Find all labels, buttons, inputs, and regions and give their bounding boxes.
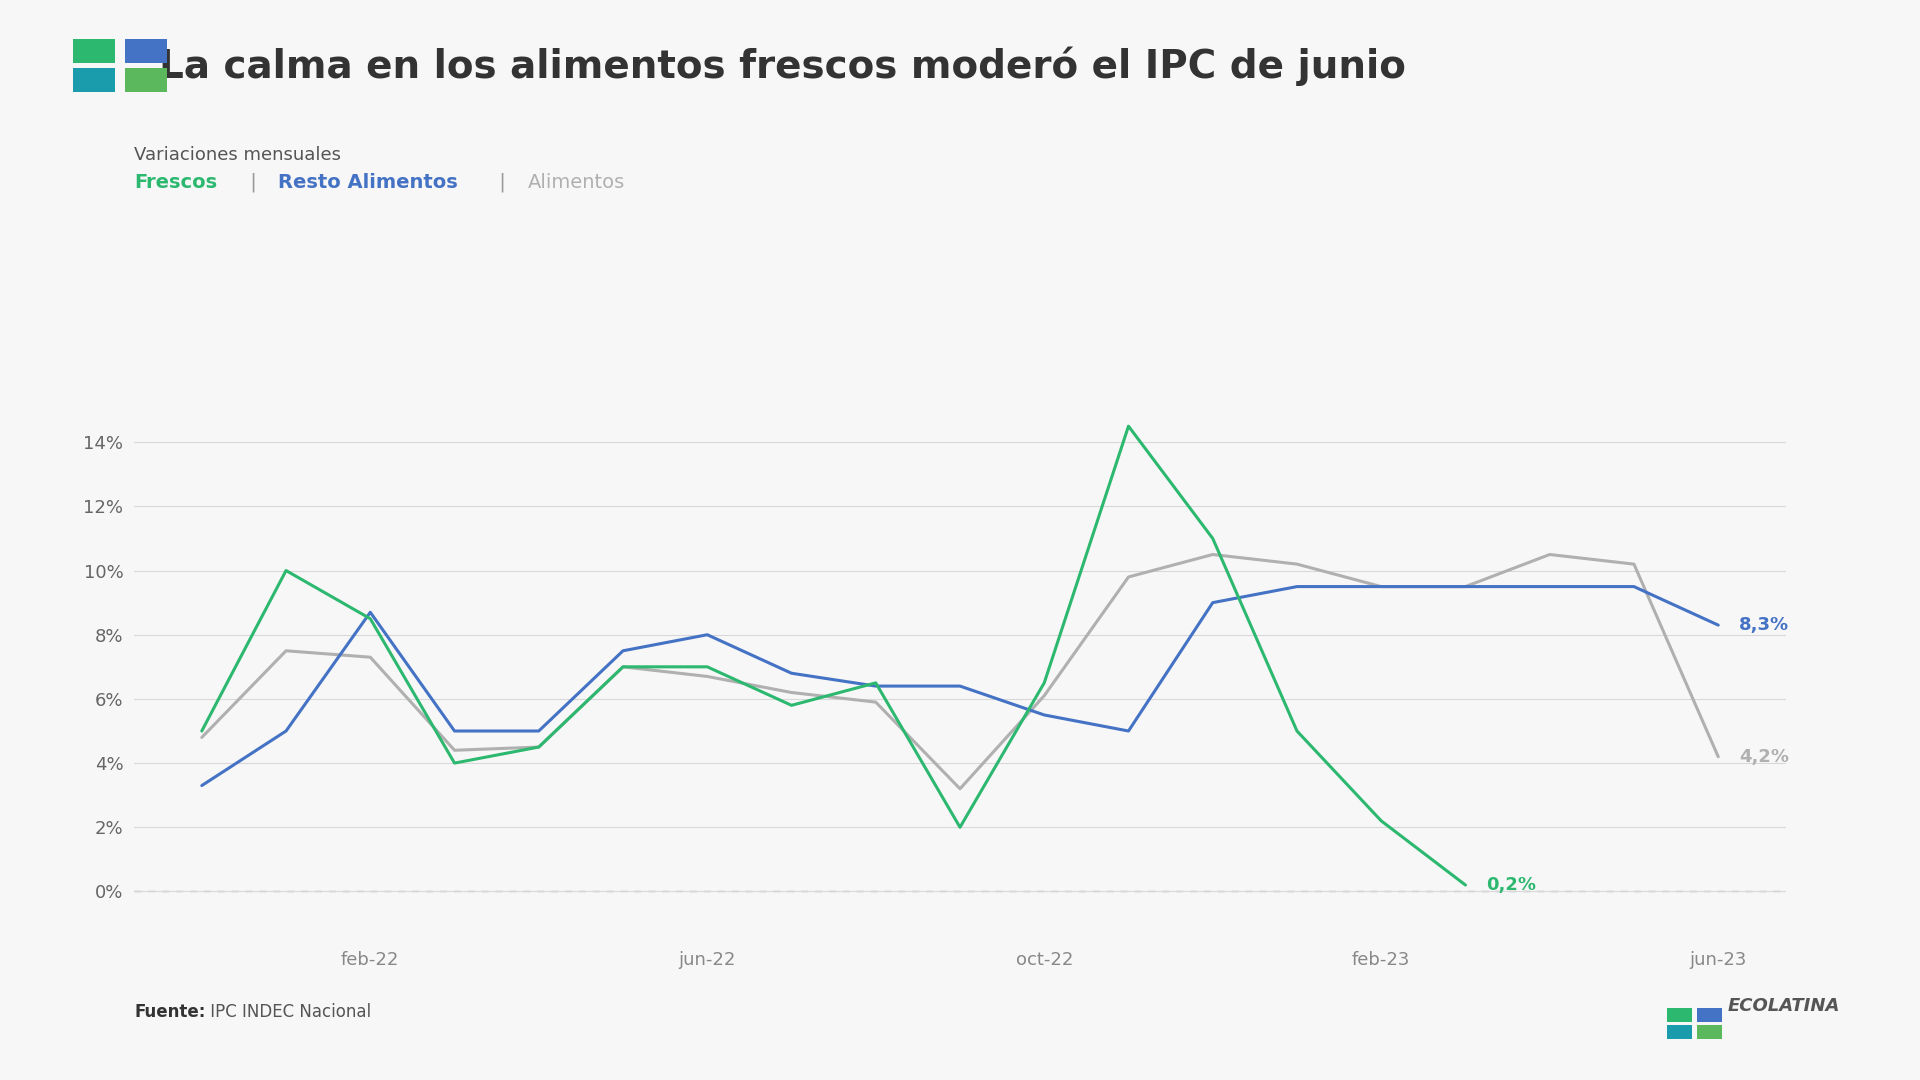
Text: IPC INDEC Nacional: IPC INDEC Nacional [205, 1002, 372, 1021]
Text: Alimentos: Alimentos [528, 173, 626, 192]
Text: Resto Alimentos: Resto Alimentos [278, 173, 459, 192]
Text: Fuente:: Fuente: [134, 1002, 205, 1021]
Text: |: | [493, 173, 513, 192]
Text: |: | [244, 173, 263, 192]
Text: Frescos: Frescos [134, 173, 217, 192]
Text: 0,2%: 0,2% [1486, 876, 1536, 894]
Text: Variaciones mensuales: Variaciones mensuales [134, 146, 342, 164]
Text: ECOLATINA: ECOLATINA [1728, 997, 1841, 1015]
Text: 8,3%: 8,3% [1740, 616, 1789, 634]
Text: 4,2%: 4,2% [1740, 747, 1789, 766]
Text: La calma en los alimentos frescos moderó el IPC de junio: La calma en los alimentos frescos moderó… [159, 46, 1405, 86]
